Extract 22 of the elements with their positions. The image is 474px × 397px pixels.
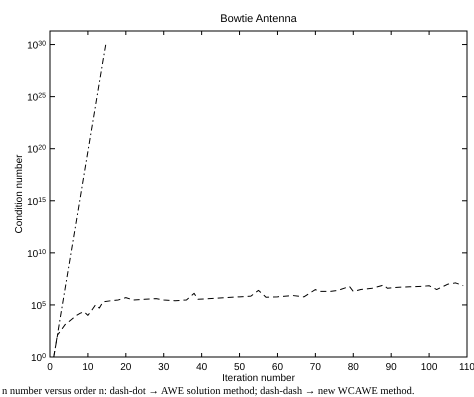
y-tick-label: 10$^{20}$ [27, 144, 46, 156]
x-tick-label: 60 [272, 362, 284, 373]
x-tick-label: 50 [234, 362, 246, 373]
x-tick-label: 10 [82, 362, 94, 373]
y-tick-label: 10$^{25}$ [27, 92, 46, 104]
x-tick-label: 20 [120, 362, 132, 373]
y-tick-label: 10$^{15}$ [27, 196, 46, 208]
x-tick-label: 80 [348, 362, 360, 373]
y-axis-title: Condition number [14, 154, 25, 234]
y-tick-label: 10$^{10}$ [27, 248, 46, 260]
y-tick-label: 10$^{30}$ [27, 40, 46, 52]
x-tick-label: 40 [196, 362, 208, 373]
x-tick-label: 30 [158, 362, 170, 373]
y-tick-label: 10$^{5}$ [30, 300, 46, 312]
x-tick-label: 0 [47, 362, 54, 373]
chart-title: Bowtie Antenna [220, 13, 298, 25]
x-axis-title: Iteration number [222, 373, 296, 384]
x-tick-label: 100 [420, 362, 438, 373]
text: n number versus order n: dash-dot → AWE solution method; dash-dash → new WCAWE method. [2, 386, 415, 397]
x-tick-label: 90 [386, 362, 398, 373]
x-tick-label: 70 [310, 362, 322, 373]
y-tick-label: 10$^{0}$ [30, 352, 46, 364]
